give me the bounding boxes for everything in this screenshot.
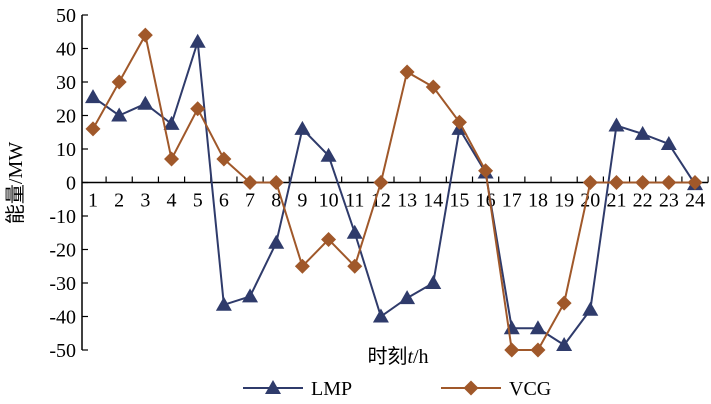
y-tick-label: 10 <box>56 139 76 161</box>
data-point-lmp <box>660 135 677 150</box>
data-point-vcg <box>294 258 310 274</box>
x-tick-label: 7 <box>245 190 255 212</box>
data-point-lmp <box>215 296 232 311</box>
data-point-vcg <box>164 151 180 167</box>
y-tick-labels: -50 -40 -30 -20 -10 0 10 20 30 40 50 <box>49 5 76 362</box>
data-point-lmp <box>189 33 206 48</box>
y-tick-label: 50 <box>56 5 76 27</box>
legend-marker <box>265 380 281 394</box>
data-point-lmp <box>137 95 154 110</box>
y-tick-label: 20 <box>56 106 76 128</box>
series-line-lmp <box>92 41 696 347</box>
data-point-vcg <box>425 79 441 95</box>
data-point-vcg <box>661 175 677 190</box>
data-point-lmp <box>608 117 625 132</box>
x-tick-label: 4 <box>167 190 177 212</box>
data-point-vcg <box>190 101 206 117</box>
x-tick-label: 21 <box>606 190 626 212</box>
data-point-lmp <box>320 147 337 162</box>
data-point-lmp <box>399 290 416 305</box>
data-point-lmp <box>346 224 363 239</box>
data-point-lmp <box>111 107 128 122</box>
data-point-vcg <box>478 163 494 179</box>
y-tick-label: -10 <box>49 206 76 228</box>
data-point-vcg <box>556 295 572 311</box>
data-point-lmp <box>372 308 389 323</box>
data-point-vcg <box>530 342 546 358</box>
data-point-lmp <box>425 275 442 289</box>
data-point-lmp <box>529 320 546 335</box>
x-tick-label: 2 <box>114 190 124 212</box>
x-tick-label: 10 <box>319 190 339 212</box>
x-axis-label-suffix: /h <box>413 346 429 368</box>
data-point-vcg <box>111 74 127 90</box>
series-vcg <box>85 27 703 358</box>
data-point-lmp <box>634 125 651 140</box>
y-tick-label: 40 <box>56 39 76 61</box>
x-tick-labels: 1 2 3 4 5 6 7 8 9 10 11 12 13 14 15 16 17 18 19 20 21 22 23 24 <box>88 190 705 212</box>
y-tick-label: 0 <box>66 173 76 195</box>
x-tick-label: 20 <box>580 190 600 212</box>
y-tick-label: 30 <box>56 72 76 94</box>
x-tick-label: 9 <box>297 190 307 212</box>
x-tick-label: 11 <box>345 190 364 212</box>
data-point-vcg <box>242 175 258 190</box>
x-tick-label: 6 <box>219 190 229 212</box>
y-tick-label: -50 <box>49 340 76 362</box>
legend-marker <box>463 380 479 396</box>
data-point-vcg <box>504 342 520 358</box>
y-tick-label: -30 <box>49 273 76 295</box>
y-tick-label: -40 <box>49 307 76 329</box>
legend-label: LMP <box>311 378 352 400</box>
data-point-vcg <box>399 64 415 80</box>
x-axis-label-variable: t <box>407 346 413 368</box>
x-tick-label: 24 <box>685 190 705 212</box>
x-tick-label: 13 <box>397 190 417 212</box>
data-point-vcg <box>451 114 467 130</box>
data-point-lmp <box>556 336 573 351</box>
legend-item-lmp: LMP <box>243 378 352 400</box>
legend: LMP VCG <box>243 378 551 400</box>
x-tick-label: 17 <box>502 190 522 212</box>
x-tick-label: 12 <box>371 190 391 212</box>
data-point-lmp <box>268 234 285 249</box>
data-point-vcg <box>216 151 232 167</box>
x-tick-label: 15 <box>449 190 469 212</box>
data-point-vcg <box>608 175 624 190</box>
data-point-lmp <box>163 115 180 130</box>
x-tick-label: 5 <box>193 190 203 212</box>
x-tick-label: 19 <box>554 190 574 212</box>
data-point-lmp <box>242 288 259 303</box>
x-axis-label-prefix: 时刻 <box>367 345 407 368</box>
data-point-vcg <box>635 175 651 190</box>
y-axis-label: 能量/MW <box>4 142 27 224</box>
x-tick-label: 8 <box>271 190 281 212</box>
data-point-vcg <box>582 175 598 190</box>
x-tick-label: 1 <box>88 190 98 212</box>
x-axis-label: 时刻t/h <box>367 345 428 368</box>
data-point-lmp <box>294 120 311 135</box>
x-tick-label: 14 <box>423 190 443 212</box>
data-point-lmp <box>85 89 101 104</box>
x-tick-label: 23 <box>659 190 679 212</box>
x-tick-label: 3 <box>140 190 150 212</box>
data-point-vcg <box>687 175 703 190</box>
series-lmp <box>85 33 703 351</box>
data-point-lmp <box>503 320 520 335</box>
data-point-vcg <box>137 27 153 43</box>
legend-label: VCG <box>509 378 551 400</box>
data-point-vcg <box>347 258 363 274</box>
data-point-vcg <box>268 175 284 190</box>
data-point-lmp <box>582 301 599 316</box>
data-point-vcg <box>321 231 337 247</box>
data-point-vcg <box>373 175 389 190</box>
x-tick-label: 18 <box>528 190 548 212</box>
x-tick-label: 22 <box>633 190 653 212</box>
series-line-vcg <box>92 32 695 351</box>
series-group <box>85 27 703 358</box>
legend-item-vcg: VCG <box>441 378 551 400</box>
data-point-vcg <box>85 121 101 137</box>
y-tick-label: -20 <box>49 240 76 262</box>
